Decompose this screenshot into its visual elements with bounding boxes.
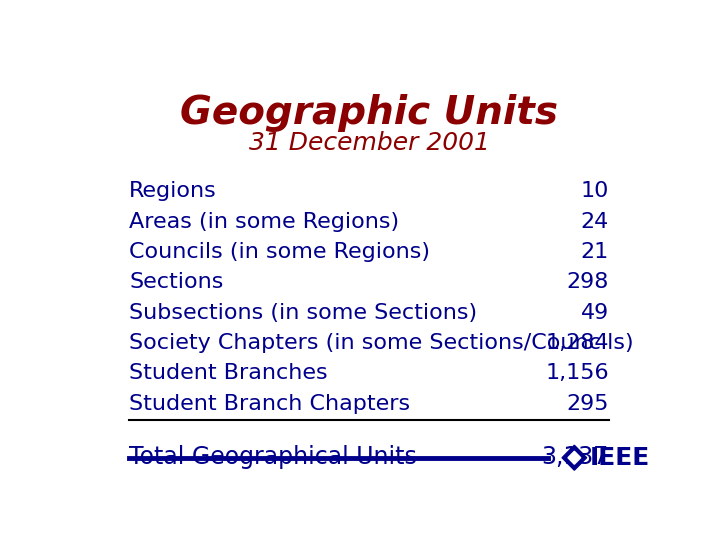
Text: Society Chapters (in some Sections/Councils): Society Chapters (in some Sections/Counc…	[129, 333, 634, 353]
Polygon shape	[562, 446, 587, 470]
Text: Subsections (in some Sections): Subsections (in some Sections)	[129, 302, 477, 322]
Text: Geographic Units: Geographic Units	[180, 94, 558, 132]
Text: Sections: Sections	[129, 272, 223, 292]
Text: Regions: Regions	[129, 181, 217, 201]
Text: 10: 10	[580, 181, 609, 201]
Text: Councils (in some Regions): Councils (in some Regions)	[129, 242, 430, 262]
Text: Student Branches: Student Branches	[129, 363, 328, 383]
Text: 1,284: 1,284	[546, 333, 609, 353]
Text: Student Branch Chapters: Student Branch Chapters	[129, 394, 410, 414]
Text: 295: 295	[567, 394, 609, 414]
Text: 3,137: 3,137	[541, 445, 609, 469]
Text: 21: 21	[581, 242, 609, 262]
Polygon shape	[568, 451, 581, 464]
Text: Total Geographical Units: Total Geographical Units	[129, 445, 417, 469]
Text: 49: 49	[581, 302, 609, 322]
Text: 1,156: 1,156	[545, 363, 609, 383]
Text: 298: 298	[567, 272, 609, 292]
Text: IEEE: IEEE	[590, 446, 649, 470]
Text: 31 December 2001: 31 December 2001	[248, 131, 490, 156]
Text: 24: 24	[581, 212, 609, 232]
Text: Areas (in some Regions): Areas (in some Regions)	[129, 212, 399, 232]
